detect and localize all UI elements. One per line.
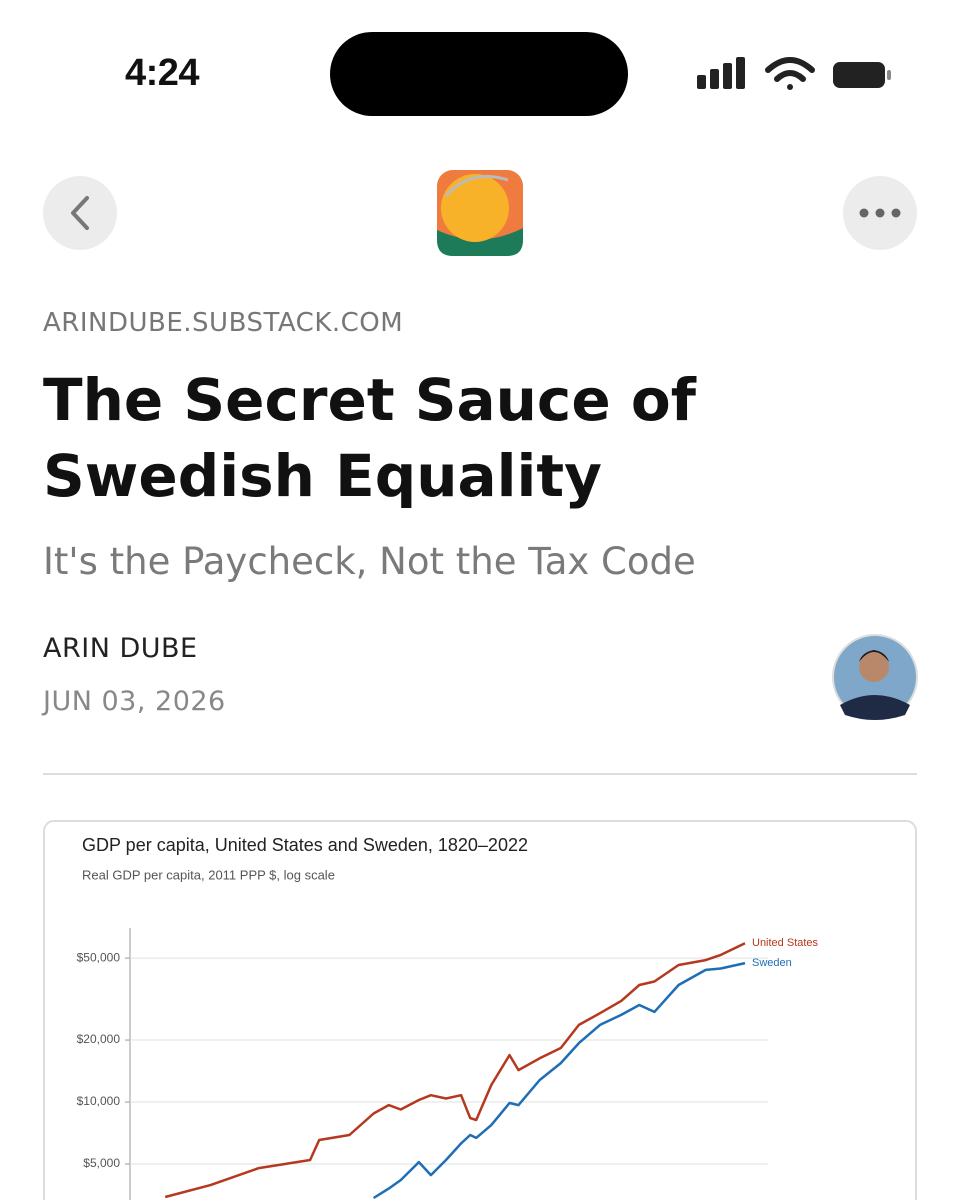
series-label: United States xyxy=(752,937,819,949)
series-line xyxy=(164,942,746,1199)
article-title: The Secret Sauce of Swedish Equality xyxy=(43,366,696,510)
series-line xyxy=(372,961,746,1200)
plot-area xyxy=(130,942,768,1200)
wifi-icon xyxy=(765,57,815,90)
y-tick-label: $50,000 xyxy=(77,950,121,964)
back-button[interactable] xyxy=(43,176,117,250)
chart-card xyxy=(43,820,917,1200)
author-name[interactable]: ARIN DUBE xyxy=(43,633,198,664)
publish-date: JUN 03, 2026 xyxy=(43,686,226,717)
y-tick-label: $10,000 xyxy=(77,1094,121,1108)
more-button[interactable] xyxy=(843,176,917,250)
signal-icon xyxy=(697,57,745,89)
publication-icon[interactable] xyxy=(437,170,523,256)
series-label: Sweden xyxy=(752,957,792,969)
dynamic-island xyxy=(330,32,628,116)
battery-icon xyxy=(833,62,891,88)
status-time: 4:24 xyxy=(125,52,200,94)
site-name[interactable]: ARINDUBE.SUBSTACK.COM xyxy=(43,308,404,338)
article-subtitle: It's the Paycheck, Not the Tax Code xyxy=(43,540,696,583)
author-avatar[interactable] xyxy=(832,634,918,720)
chrome xyxy=(43,32,918,775)
chart-subtitle: Real GDP per capita, 2011 PPP $, log sca… xyxy=(82,867,335,882)
chart-title: GDP per capita, United States and Sweden… xyxy=(82,835,528,855)
y-tick-label: $20,000 xyxy=(77,1032,121,1046)
y-tick-label: $5,000 xyxy=(83,1156,120,1170)
